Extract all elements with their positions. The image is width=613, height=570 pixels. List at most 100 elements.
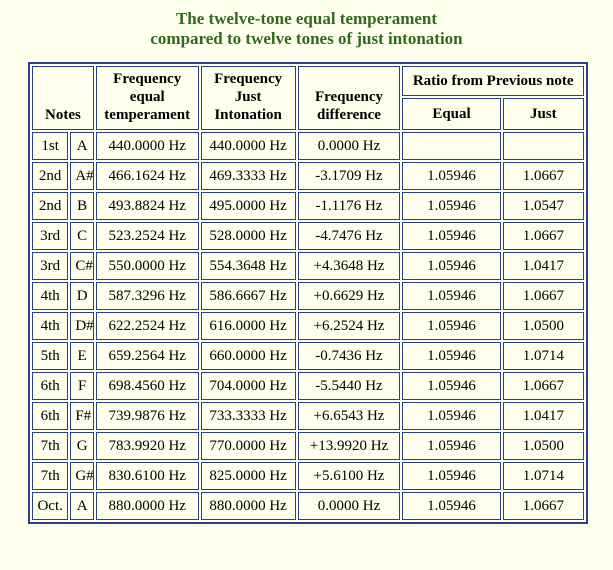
header-frequency-equal-l3: temperament xyxy=(104,107,191,123)
cell-frequency-equal: 698.4560 Hz xyxy=(95,372,199,400)
cell-ratio-equal: 1.05946 xyxy=(402,372,501,400)
cell-frequency-just: 586.6667 Hz xyxy=(200,282,296,310)
cell-ratio-equal: 1.05946 xyxy=(402,462,501,490)
header-frequency-difference-l2: difference xyxy=(317,107,381,123)
cell-frequency-difference: +6.6543 Hz xyxy=(297,402,401,430)
cell-note: E xyxy=(70,342,94,370)
cell-frequency-difference: -4.7476 Hz xyxy=(297,222,401,250)
page-title: The twelve-tone equal temperament compar… xyxy=(0,9,613,49)
cell-frequency-equal: 523.2524 Hz xyxy=(95,222,199,250)
cell-frequency-equal: 587.3296 Hz xyxy=(95,282,199,310)
cell-ratio-just: 1.0714 xyxy=(502,462,584,490)
temperament-table: Notes Frequency equal temperament Freque… xyxy=(28,62,588,524)
header-frequency-just: Frequency Just Intonation xyxy=(200,66,296,130)
cell-frequency-just: 528.0000 Hz xyxy=(200,222,296,250)
cell-note: C# xyxy=(70,252,94,280)
cell-ratio-just: 1.0417 xyxy=(502,402,584,430)
cell-frequency-difference: -0.7436 Hz xyxy=(297,342,401,370)
header-frequency-equal: Frequency equal temperament xyxy=(95,66,199,130)
cell-frequency-equal: 493.8824 Hz xyxy=(95,192,199,220)
cell-ratio-just: 1.0667 xyxy=(502,162,584,190)
cell-frequency-just: 733.3333 Hz xyxy=(200,402,296,430)
cell-frequency-difference: +0.6629 Hz xyxy=(297,282,401,310)
cell-note: F# xyxy=(70,402,94,430)
cell-frequency-difference: +5.6100 Hz xyxy=(297,462,401,490)
header-frequency-equal-l2: equal xyxy=(129,89,165,105)
header-frequency-difference-l1: Frequency xyxy=(314,89,384,105)
cell-note: G# xyxy=(70,462,94,490)
cell-frequency-equal: 880.0000 Hz xyxy=(95,492,199,520)
header-frequency-just-l1: Frequency xyxy=(214,71,283,87)
header-frequency-equal-l1: Frequency xyxy=(113,71,182,87)
cell-ordinal: 3rd xyxy=(32,252,69,280)
cell-frequency-equal: 739.9876 Hz xyxy=(95,402,199,430)
cell-note: A xyxy=(70,132,94,160)
header-row-2: Equal Just xyxy=(32,98,584,130)
cell-ordinal: Oct. xyxy=(32,492,69,520)
cell-frequency-just: 495.0000 Hz xyxy=(200,192,296,220)
header-notes: Notes xyxy=(32,66,94,130)
cell-note: A# xyxy=(70,162,94,190)
table-row: 6th F 698.4560 Hz 704.0000 Hz -5.5440 Hz 1.05… xyxy=(32,372,584,400)
cell-ordinal: 5th xyxy=(32,342,69,370)
cell-ratio-equal: 1.05946 xyxy=(402,252,501,280)
cell-note: G xyxy=(70,432,94,460)
table-row: 6th F# 739.9876 Hz 733.3333 Hz +6.6543 Hz 1.0… xyxy=(32,402,584,430)
cell-frequency-difference: -3.1709 Hz xyxy=(297,162,401,190)
header-ratio: Ratio from Previous note xyxy=(402,66,584,96)
cell-frequency-difference: -5.5440 Hz xyxy=(297,372,401,400)
cell-note: A xyxy=(70,492,94,520)
table-row: Oct. A 880.0000 Hz 880.0000 Hz 0.0000 Hz 1.05… xyxy=(32,492,584,520)
cell-ratio-just: 1.0667 xyxy=(502,492,584,520)
table-row: 4th D 587.3296 Hz 586.6667 Hz +0.6629 Hz 1.05… xyxy=(32,282,584,310)
header-frequency-just-l2: Just xyxy=(234,89,262,105)
cell-ratio-just: 1.0667 xyxy=(502,282,584,310)
cell-frequency-difference: +13.9920 Hz xyxy=(297,432,401,460)
title-line-2: compared to twelve tones of just intonat… xyxy=(150,29,463,48)
cell-frequency-just: 880.0000 Hz xyxy=(200,492,296,520)
cell-frequency-difference: 0.0000 Hz xyxy=(297,132,401,160)
table-row: 4th D# 622.2524 Hz 616.0000 Hz +6.2524 Hz 1.0… xyxy=(32,312,584,340)
table-row: 1st A 440.0000 Hz 440.0000 Hz 0.0000 Hz xyxy=(32,132,584,160)
cell-ordinal: 7th xyxy=(32,462,69,490)
table-row: 7th G# 830.6100 Hz 825.0000 Hz +5.6100 Hz 1.0… xyxy=(32,462,584,490)
cell-ratio-equal: 1.05946 xyxy=(402,402,501,430)
header-frequency-difference: Frequency difference xyxy=(297,66,401,130)
cell-ratio-equal: 1.05946 xyxy=(402,282,501,310)
cell-frequency-just: 704.0000 Hz xyxy=(200,372,296,400)
cell-ratio-equal: 1.05946 xyxy=(402,222,501,250)
cell-ratio-equal: 1.05946 xyxy=(402,342,501,370)
cell-ratio-just: 1.0714 xyxy=(502,342,584,370)
cell-frequency-equal: 830.6100 Hz xyxy=(95,462,199,490)
cell-ordinal: 6th xyxy=(32,372,69,400)
cell-frequency-just: 770.0000 Hz xyxy=(200,432,296,460)
cell-frequency-equal: 622.2524 Hz xyxy=(95,312,199,340)
cell-frequency-equal: 466.1624 Hz xyxy=(95,162,199,190)
cell-frequency-equal: 440.0000 Hz xyxy=(95,132,199,160)
header-frequency-just-l3: Intonation xyxy=(214,107,282,123)
title-line-1: The twelve-tone equal temperament xyxy=(175,9,438,28)
header-ratio-just: Just xyxy=(502,98,584,130)
cell-frequency-difference: -1.1176 Hz xyxy=(297,192,401,220)
cell-ratio-just: 1.0500 xyxy=(502,432,584,460)
cell-ratio-equal: 1.05946 xyxy=(402,312,501,340)
cell-frequency-equal: 659.2564 Hz xyxy=(95,342,199,370)
table-row: 7th G 783.9920 Hz 770.0000 Hz +13.9920 Hz 1.0… xyxy=(32,432,584,460)
cell-note: C xyxy=(70,222,94,250)
cell-ordinal: 6th xyxy=(32,402,69,430)
table-row: 2nd A# 466.1624 Hz 469.3333 Hz -3.1709 Hz 1.0… xyxy=(32,162,584,190)
cell-ordinal: 4th xyxy=(32,282,69,310)
table-body: 1st A 440.0000 Hz 440.0000 Hz 0.0000 Hz 2nd A#… xyxy=(32,132,584,520)
cell-frequency-difference: +4.3648 Hz xyxy=(297,252,401,280)
cell-ratio-equal: 1.05946 xyxy=(402,192,501,220)
cell-note: D# xyxy=(70,312,94,340)
cell-ratio-just: 1.0667 xyxy=(502,222,584,250)
cell-frequency-difference: +6.2524 Hz xyxy=(297,312,401,340)
cell-ratio-equal: 1.05946 xyxy=(402,162,501,190)
cell-ratio-equal: 1.05946 xyxy=(402,492,501,520)
cell-ratio-just xyxy=(502,132,584,160)
cell-ordinal: 4th xyxy=(32,312,69,340)
cell-frequency-just: 440.0000 Hz xyxy=(200,132,296,160)
header-row-1: Notes Frequency equal temperament Freque… xyxy=(32,66,584,130)
table-row: 3rd C 523.2524 Hz 528.0000 Hz -4.7476 Hz 1.05… xyxy=(32,222,584,250)
